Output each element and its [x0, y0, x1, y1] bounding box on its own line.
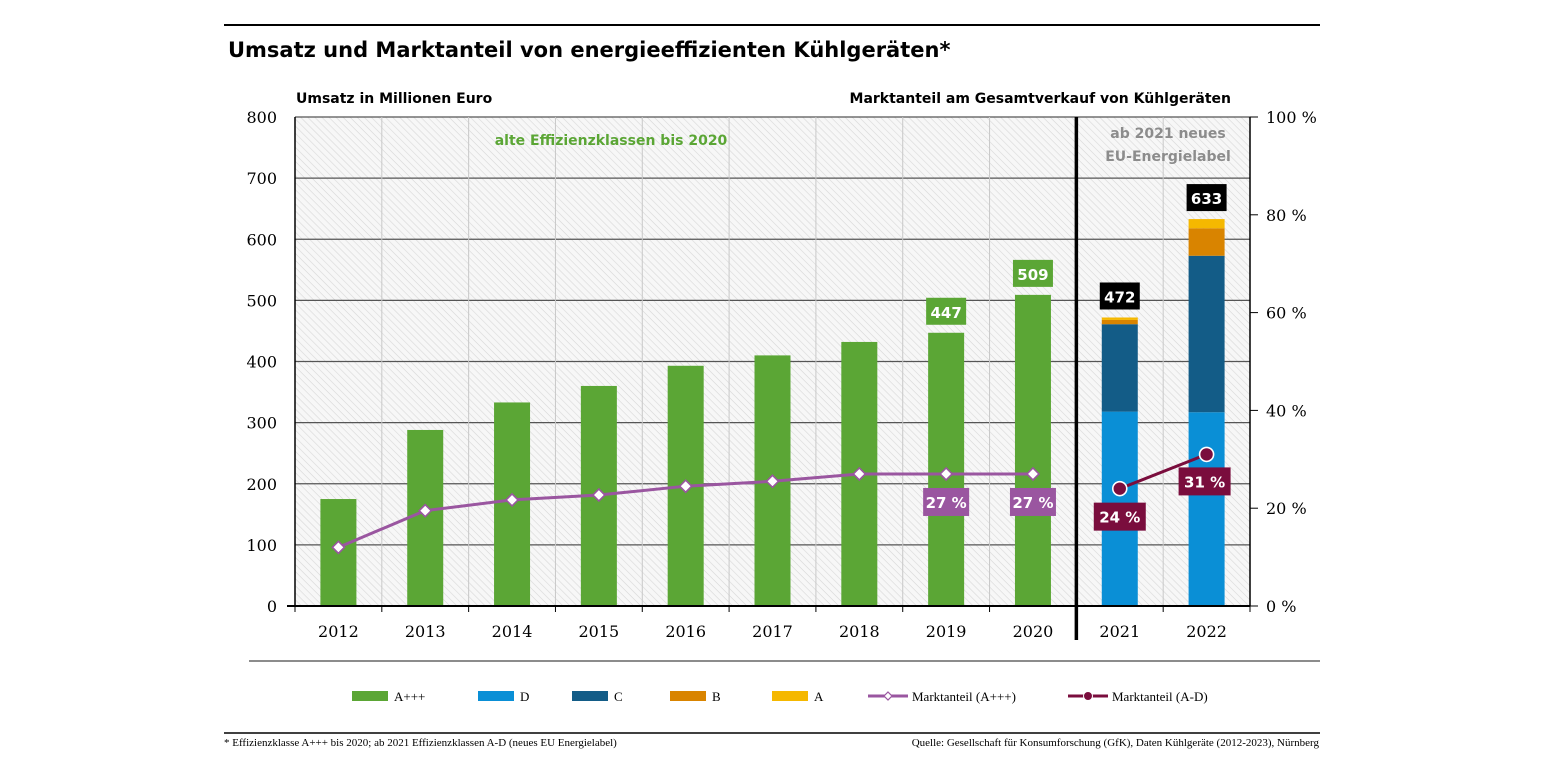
total-label-bg-2020	[1012, 259, 1053, 287]
total-label-bg-2021	[1099, 282, 1140, 310]
total-label-2019: 447	[930, 304, 961, 322]
bar-D-2022	[1188, 412, 1225, 606]
share-label-bg-2021	[1093, 502, 1146, 531]
total-label-2020: 509	[1017, 266, 1048, 284]
bar-A-2022	[1188, 219, 1225, 229]
data-labels: 447 509 472 633 27 % 27 % 24 % 31 %	[923, 184, 1231, 531]
left-tick-label: 300	[246, 414, 277, 433]
marker-2021	[1111, 480, 1128, 497]
left-tick-label: 100	[246, 536, 277, 555]
share-label-2020: 27 %	[1012, 494, 1053, 512]
x-tick-label: 2019	[926, 622, 967, 641]
bar-B-2021	[1101, 319, 1138, 325]
right-tick-label: 20 %	[1266, 499, 1307, 518]
right-tick-label: 60 %	[1266, 304, 1307, 323]
total-label-2022: 633	[1191, 190, 1222, 208]
bar-A+++-2013	[407, 429, 444, 606]
x-tick-label: 2016	[665, 622, 706, 641]
note-new-label-line2: EU-Energielabel	[1105, 149, 1231, 165]
footnote: * Effizienzklasse A+++ bis 2020; ab 2021…	[224, 737, 617, 749]
bar-A-2021	[1101, 317, 1138, 320]
left-tick-label: 400	[246, 353, 277, 372]
left-axis-title: Umsatz in Millionen Euro	[296, 91, 493, 107]
total-label-2021: 472	[1104, 288, 1135, 306]
x-tick-label: 2021	[1099, 622, 1140, 641]
x-tick-label: 2014	[492, 622, 533, 641]
left-tick-label: 600	[246, 230, 277, 249]
marker-2015	[591, 487, 606, 503]
marker-2020	[1025, 466, 1041, 482]
total-label-bg-2022	[1186, 184, 1227, 212]
source-note: Quelle: Gesellschaft für Konsumforschung…	[912, 737, 1320, 749]
share-label-bg-2020	[1009, 487, 1056, 516]
total-label-bg-2019	[926, 297, 967, 325]
legend-swatch-B	[670, 691, 706, 701]
legend-label-A: A	[814, 689, 824, 704]
marker-2017	[765, 474, 780, 489]
legend-label-B: B	[712, 689, 721, 704]
left-tick-label: 0	[267, 597, 277, 616]
right-tick-label: 80 %	[1266, 206, 1307, 225]
share-label-bg-2022	[1178, 467, 1231, 496]
right-axis-title: Marktanteil am Gesamtverkauf von Kühlger…	[850, 91, 1231, 107]
x-tick-label: 2018	[839, 622, 880, 641]
chart-title: Umsatz und Marktanteil von energieeffizi…	[228, 38, 950, 62]
legend-label-Marktanteil (A-D): Marktanteil (A-D)	[1112, 689, 1208, 704]
bar-C-2022	[1188, 255, 1225, 413]
x-tick-label: 2022	[1186, 622, 1227, 641]
right-tick-label: 100 %	[1266, 108, 1317, 127]
bar-B-2022	[1188, 228, 1225, 256]
x-tick-label: 2012	[318, 622, 359, 641]
x-tick-label: 2020	[1013, 622, 1054, 641]
bar-A+++-2020	[1014, 294, 1051, 606]
marker-2014	[504, 492, 520, 508]
line-Marktanteil (A-D)	[1119, 453, 1208, 491]
share-label-2022: 31 %	[1184, 473, 1225, 491]
legend-swatch-D	[478, 691, 514, 701]
right-tick-label: 40 %	[1266, 401, 1307, 420]
share-label-2019: 27 %	[926, 494, 967, 512]
x-tick-label: 2017	[752, 622, 793, 641]
marker-2019	[939, 466, 954, 482]
marker-2012	[331, 540, 346, 555]
left-tick-label: 200	[246, 475, 277, 494]
legend-marker-Marktanteil (A-D)	[1083, 691, 1093, 701]
right-tick-label: 0 %	[1266, 597, 1296, 616]
legend-swatch-A+++	[352, 691, 388, 701]
marker-2013	[418, 503, 433, 518]
axes: 0 100 200 300 400 500 600 700 800 0 % 20 % 40 % 60 %…	[246, 108, 1316, 641]
note-old-classes: alte Effizienzklassen bis 2020	[495, 133, 728, 149]
share-label-bg-2019	[923, 487, 970, 516]
left-tick-label: 800	[246, 108, 277, 127]
legend-swatch-C	[572, 691, 608, 701]
marker-2022	[1198, 446, 1215, 463]
left-tick-label: 500	[246, 291, 277, 310]
legend-label-D: D	[520, 689, 529, 704]
bar-C-2021	[1101, 324, 1138, 412]
legend: A+++ D C B A Marktanteil (A+++) Marktanteil (A…	[352, 689, 1208, 704]
legend-label-Marktanteil (A+++): Marktanteil (A+++)	[912, 689, 1016, 704]
legend-label-A+++: A+++	[394, 689, 425, 704]
legend-label-C: C	[614, 689, 623, 704]
legend-swatch-A	[772, 691, 808, 701]
share-lines	[331, 446, 1215, 555]
legend-marker-Marktanteil (A+++)	[883, 691, 893, 701]
share-label-2021: 24 %	[1099, 509, 1140, 527]
marker-2018	[852, 466, 867, 482]
left-tick-label: 700	[246, 169, 277, 188]
x-tick-label: 2013	[405, 622, 446, 641]
marker-2016	[678, 479, 693, 494]
x-tick-label: 2015	[579, 622, 620, 641]
note-new-label-line1: ab 2021 neues	[1110, 126, 1225, 142]
